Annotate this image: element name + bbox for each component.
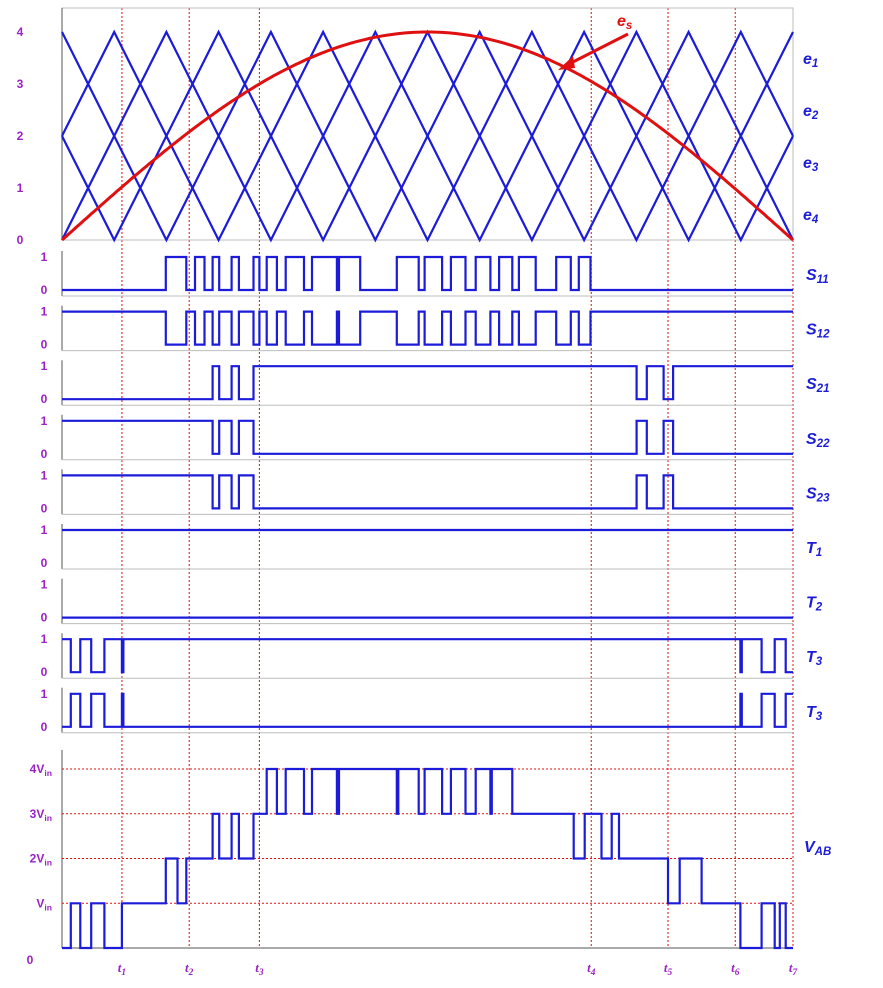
level-1-label: 1 xyxy=(41,305,48,319)
time-tick-t6: t6 xyxy=(731,960,740,978)
vab-label: VAB xyxy=(804,839,831,858)
level-1-label: 1 xyxy=(41,414,48,428)
es-label: es xyxy=(617,13,633,32)
vab-y-tick: 4Vin xyxy=(30,762,52,778)
time-tick-t2: t2 xyxy=(185,960,194,978)
signal-S23 xyxy=(62,474,793,510)
signal-S22 xyxy=(62,419,793,455)
level-0-label: 0 xyxy=(41,720,48,734)
time-tick-t5: t5 xyxy=(664,960,673,978)
level-1-label: 1 xyxy=(41,687,48,701)
level-1-label: 1 xyxy=(41,523,48,537)
signal-label-T3: T3 xyxy=(806,704,823,723)
carrier-e2 xyxy=(61,81,794,139)
signal-label-T1: T1 xyxy=(806,540,822,559)
signal-label-S21: S21 xyxy=(806,376,829,395)
time-tick-t3: t3 xyxy=(255,960,264,978)
level-0-label: 0 xyxy=(41,283,48,297)
signal-S12 xyxy=(62,310,793,346)
level-1-label: 1 xyxy=(41,359,48,373)
signal-S11 xyxy=(62,255,793,292)
carrier-e1 xyxy=(61,29,794,87)
es-arrow-shaft xyxy=(564,32,629,68)
output-voltage-panel: 0 Vin 2Vin 3Vin 4Vin t1 t2 t3 t4 t5 t6 t7 xyxy=(27,750,798,978)
carrier-y-tick: 1 xyxy=(17,181,24,195)
carrier-label-e3: e3 xyxy=(803,155,819,174)
carrier-label-e4: e4 xyxy=(803,207,819,226)
signal-label-S22: S22 xyxy=(806,431,830,450)
carrier-y-tick: 3 xyxy=(17,77,24,91)
level-0-label: 0 xyxy=(41,501,48,515)
vab-y-tick: 2Vin xyxy=(30,852,52,868)
level-1-label: 1 xyxy=(41,578,48,592)
reference-es-curve xyxy=(61,30,794,242)
level-0-label: 0 xyxy=(41,611,48,625)
signal-label-S12: S12 xyxy=(806,322,830,341)
level-1-label: 1 xyxy=(41,632,48,646)
carrier-e3 xyxy=(61,133,794,191)
switching-signal-panel: 1 0 1 0 1 0 1 0 1 0 1 0 1 0 1 0 1 0 xyxy=(41,250,793,734)
vab-y-tick: 3Vin xyxy=(30,807,52,823)
es-arrow-head xyxy=(558,56,575,70)
level-0-label: 0 xyxy=(41,665,48,679)
signal-labels: e1 e2 e3 e4 es S11 S12 S21 S22 S23 T1 T2 T3 T3 VAB xyxy=(617,13,831,858)
carrier-y-tick: 0 xyxy=(17,233,24,247)
signal-S21 xyxy=(62,365,793,401)
time-tick-t7: t7 xyxy=(789,960,798,978)
carrier-panel: 0 1 2 3 4 xyxy=(17,7,794,247)
carrier-y-tick: 4 xyxy=(17,25,24,39)
vab-y-tick: 0 xyxy=(27,953,34,967)
vab-y-tick: Vin xyxy=(36,896,52,912)
signal-T3 xyxy=(62,638,793,674)
level-0-label: 0 xyxy=(41,392,48,406)
carrier-label-e1: e1 xyxy=(803,51,818,70)
signal-label-S11: S11 xyxy=(806,267,829,286)
time-tick-t1: t1 xyxy=(118,960,126,978)
time-markers xyxy=(121,8,794,948)
carrier-label-e2: e2 xyxy=(803,103,819,122)
level-0-label: 0 xyxy=(41,447,48,461)
vab-waveform xyxy=(62,767,793,950)
signal-label-T2: T2 xyxy=(806,595,823,614)
level-1-label: 1 xyxy=(41,250,48,264)
level-0-label: 0 xyxy=(41,338,48,352)
carrier-e4 xyxy=(61,185,794,243)
signal-label-T3: T3 xyxy=(806,649,823,668)
carrier-y-tick: 2 xyxy=(17,129,24,143)
level-0-label: 0 xyxy=(41,556,48,570)
time-tick-t4: t4 xyxy=(587,960,596,978)
signal-label-S23: S23 xyxy=(806,485,830,504)
signal-T3 xyxy=(62,692,793,728)
level-1-label: 1 xyxy=(41,468,48,482)
